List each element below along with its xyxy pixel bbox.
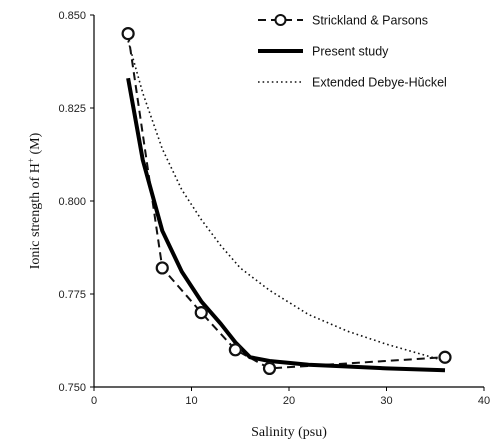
data-point	[262, 361, 277, 375]
x-tick-label: 40	[478, 395, 490, 407]
y-axis-title-main: Ionic strength of H	[28, 163, 43, 269]
x-tick-label: 20	[283, 395, 295, 407]
data-point	[228, 343, 242, 357]
x-tick-label: 10	[185, 395, 197, 407]
y-axis-title-unit: (M)	[28, 132, 43, 158]
y-axis-title: Ionic strength of H+ (M)	[26, 132, 43, 269]
y-tick-label: 0.825	[58, 103, 86, 115]
legend: Strickland & Parsons Present study Extende…	[258, 14, 447, 90]
data-point	[194, 306, 208, 320]
x-axis-title: Salinity (psu)	[251, 425, 327, 440]
series-line-1	[127, 33, 446, 370]
legend-label-1: Strickland & Parsons	[312, 14, 428, 28]
data-point	[121, 26, 135, 41]
x-tick-label: 0	[91, 395, 97, 407]
y-tick-label: 0.775	[58, 289, 86, 301]
data-point	[438, 350, 452, 364]
y-tick-label: 0.800	[58, 196, 86, 208]
legend-label-3: Extended Debye-Hŭckel	[312, 76, 447, 90]
y-tick-label: 0.850	[58, 10, 86, 22]
data-point	[155, 261, 169, 275]
y-tick-label: 0.750	[58, 382, 86, 394]
x-tick-label: 30	[380, 395, 392, 407]
legend-label-2: Present study	[312, 45, 389, 59]
legend-marker	[274, 14, 287, 26]
axis-ticks: 0 10 20 30 40 0.750 0.775 0.800 0.825 0.850	[58, 10, 490, 407]
y-axis-title-superscript: +	[26, 158, 36, 163]
series-line-2	[126, 77, 446, 373]
series-layer	[121, 26, 452, 375]
